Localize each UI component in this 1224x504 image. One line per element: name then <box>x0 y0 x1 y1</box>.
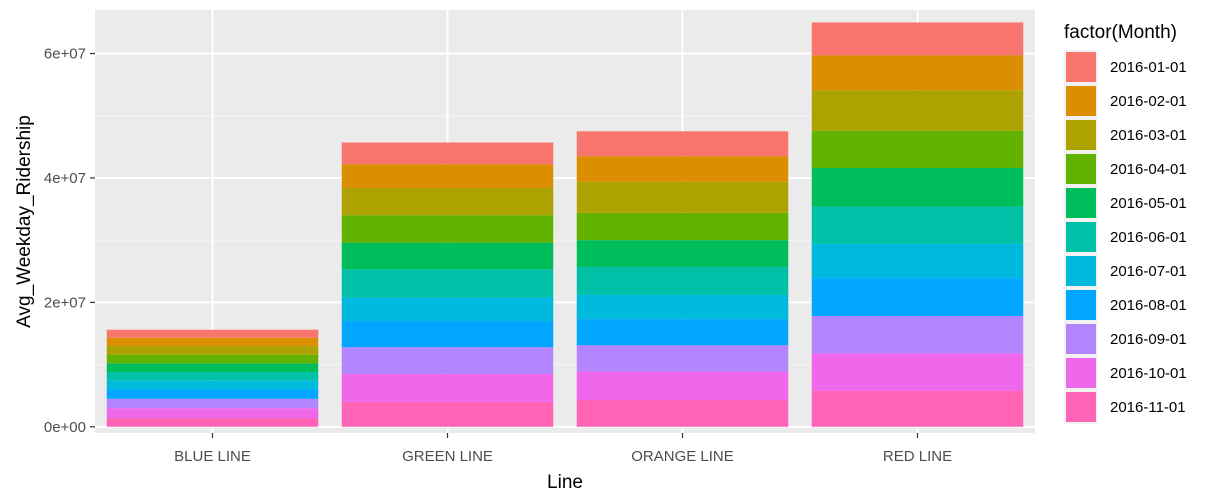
legend-key <box>1066 324 1096 354</box>
bar-segment <box>811 22 1024 56</box>
legend-key <box>1066 358 1096 388</box>
bar-segment <box>341 269 554 298</box>
legend-label: 2016-08-01 <box>1110 297 1187 314</box>
legend-title: factor(Month) <box>1064 22 1177 43</box>
x-tick-label: RED LINE <box>883 448 952 465</box>
bar-segment <box>341 242 554 270</box>
bar-segment <box>576 345 789 372</box>
bar-segment <box>576 240 789 267</box>
bar-segment <box>106 354 319 364</box>
legend-key <box>1066 392 1096 422</box>
bars <box>106 22 1024 427</box>
bar-segment <box>811 278 1024 317</box>
x-tick-label: BLUE LINE <box>174 448 251 465</box>
legend-key <box>1066 222 1096 252</box>
y-axis-title: Avg_Weekday_Ridership <box>14 115 35 328</box>
bar-segment <box>576 212 789 241</box>
bar-segment <box>341 401 554 427</box>
legend-label: 2016-07-01 <box>1110 263 1187 280</box>
x-tick-label: ORANGE LINE <box>631 448 734 465</box>
legend-items: 2016-01-01 2016-02-01 2016-03-01 2016-04-01… <box>1064 50 1187 424</box>
bar-segment <box>341 164 554 188</box>
legend-label: 2016-11-01 <box>1110 399 1186 416</box>
bar-segment <box>811 243 1024 279</box>
legend-label: 2016-03-01 <box>1110 127 1187 144</box>
bar-segment <box>576 294 789 320</box>
bar-segment <box>106 380 319 390</box>
legend-key <box>1066 188 1096 218</box>
y-tick-label: 2e+07 <box>44 294 86 311</box>
bar-segment <box>106 329 319 338</box>
x-axis-title: Line <box>547 472 583 493</box>
bar-segment <box>576 319 789 346</box>
legend-label: 2016-06-01 <box>1110 229 1187 246</box>
bar-segment <box>341 373 554 402</box>
legend-label: 2016-02-01 <box>1110 93 1187 110</box>
bar-segment <box>811 55 1024 91</box>
legend: factor(Month) 2016-01-012016-02-012016-0… <box>1064 22 1187 424</box>
bar-segment <box>576 400 789 427</box>
bar-segment <box>106 363 319 373</box>
bar-segment <box>576 131 789 157</box>
bar-segment <box>811 353 1024 391</box>
bar-segment <box>811 206 1024 244</box>
bar-segment <box>341 297 554 322</box>
legend-label: 2016-10-01 <box>1110 365 1187 382</box>
legend-key <box>1066 86 1096 116</box>
bar-segment <box>106 337 319 346</box>
bar-segment <box>811 90 1024 131</box>
bar-segment <box>106 418 319 427</box>
legend-label: 2016-04-01 <box>1110 161 1187 178</box>
bar-segment <box>576 156 789 182</box>
bar-segment <box>341 347 554 374</box>
y-tick-label: 6e+07 <box>44 46 86 63</box>
legend-key <box>1066 154 1096 184</box>
bar-segment <box>106 398 319 409</box>
bar-segment <box>576 266 789 295</box>
y-axis: 0e+00 2e+07 4e+07 6e+07 <box>44 46 95 436</box>
legend-key <box>1066 120 1096 150</box>
bar-segment <box>341 321 554 348</box>
x-tick-label: GREEN LINE <box>402 448 493 465</box>
y-tick-label: 4e+07 <box>44 170 86 187</box>
y-tick-label: 0e+00 <box>44 419 86 436</box>
bar-segment <box>811 316 1024 354</box>
bar-segment <box>106 345 319 355</box>
bar-segment <box>811 168 1024 207</box>
legend-label: 2016-01-01 <box>1110 59 1187 76</box>
bar-segment <box>811 390 1024 427</box>
bar-segment <box>576 181 789 213</box>
bar-segment <box>106 408 319 419</box>
legend-key <box>1066 256 1096 286</box>
bar-segment <box>341 142 554 165</box>
bar-segment <box>106 372 319 381</box>
legend-label: 2016-09-01 <box>1110 331 1187 348</box>
bar-segment <box>811 130 1024 169</box>
x-axis: BLUE LINE GREEN LINE ORANGE LINE RED LINE <box>174 433 952 465</box>
legend-key <box>1066 290 1096 320</box>
bar-segment <box>106 389 319 399</box>
legend-key <box>1066 52 1096 82</box>
bar-segment <box>576 371 789 401</box>
bar-segment <box>341 215 554 243</box>
bar-segment <box>341 187 554 216</box>
legend-label: 2016-05-01 <box>1110 195 1187 212</box>
